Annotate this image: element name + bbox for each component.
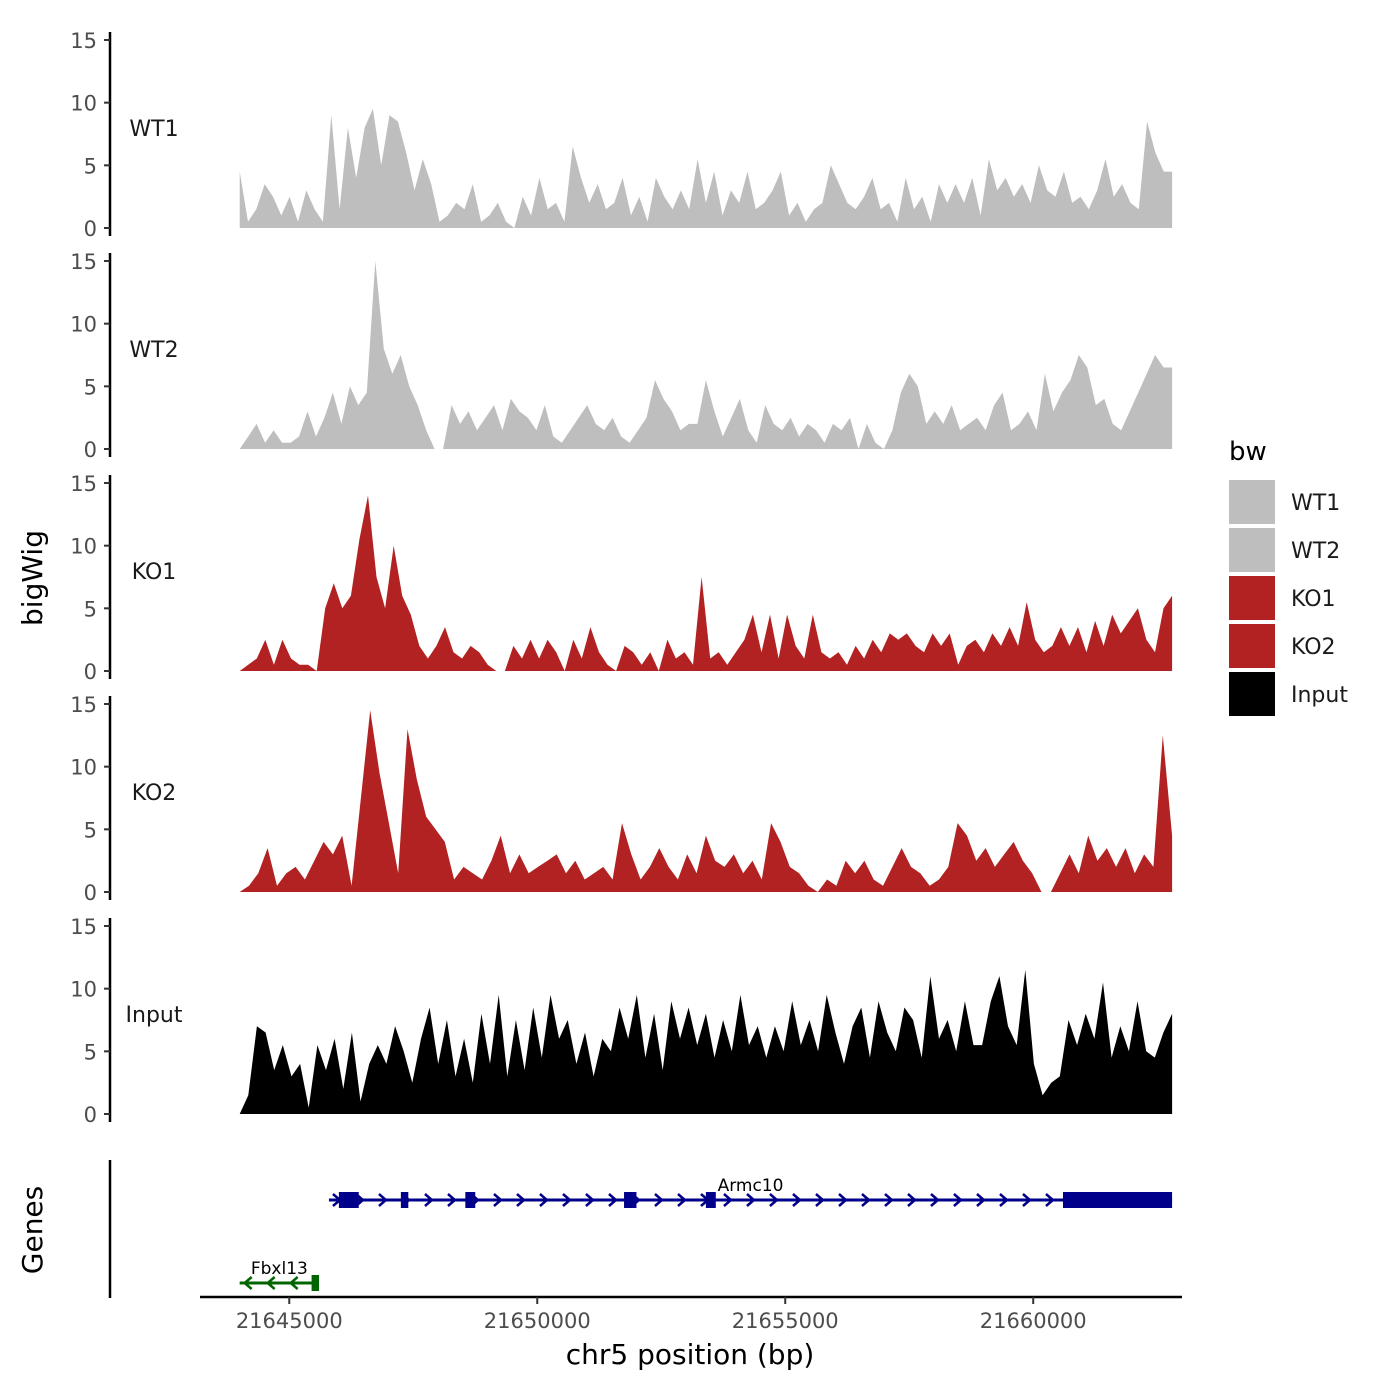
strand-arrow-icon — [265, 1276, 276, 1290]
exon — [624, 1192, 637, 1208]
y-tick-label: 10 — [70, 313, 97, 337]
track-label: WT1 — [129, 117, 178, 142]
track-label: WT2 — [129, 338, 178, 363]
legend-title: bw — [1229, 437, 1267, 467]
y-tick-label: 10 — [70, 92, 97, 116]
strand-arrow-icon — [838, 1193, 848, 1207]
strand-arrow-icon — [424, 1193, 434, 1207]
legend-swatch — [1229, 528, 1275, 572]
legend-label: Input — [1291, 683, 1348, 708]
x-axis-title: chr5 position (bp) — [566, 1338, 815, 1371]
strand-arrow-icon — [1022, 1193, 1032, 1207]
exon — [1062, 1192, 1173, 1208]
x-tick-label: 21655000 — [732, 1309, 839, 1333]
gene-fbxl13: Fbxl13 — [239, 1259, 320, 1291]
y-tick-label: 15 — [70, 250, 97, 274]
track-label: KO2 — [132, 781, 177, 806]
track-label: KO1 — [132, 560, 177, 585]
strand-arrow-icon — [516, 1193, 526, 1207]
exon — [465, 1192, 476, 1208]
strand-arrow-icon — [792, 1193, 802, 1207]
strand-arrow-icon — [493, 1193, 503, 1207]
strand-arrow-icon — [1045, 1193, 1055, 1207]
y-tick-label: 10 — [70, 756, 97, 780]
strand-arrow-icon — [861, 1193, 871, 1207]
legend-swatch — [1229, 672, 1275, 716]
strand-arrow-icon — [654, 1193, 664, 1207]
x-tick-label: 21660000 — [980, 1309, 1087, 1333]
y-tick-label: 5 — [84, 1040, 97, 1064]
exon — [705, 1192, 716, 1208]
legend-swatch — [1229, 576, 1275, 620]
y-tick-label: 0 — [84, 438, 97, 462]
legend-swatch — [1229, 480, 1275, 524]
strand-arrow-icon — [930, 1193, 940, 1207]
strand-arrow-icon — [976, 1193, 986, 1207]
y-tick-label: 0 — [84, 881, 97, 905]
y-tick-label: 5 — [84, 818, 97, 842]
y-tick-label: 5 — [84, 375, 97, 399]
strand-arrow-icon — [608, 1193, 618, 1207]
y-tick-label: 15 — [70, 29, 97, 53]
strand-arrow-icon — [884, 1193, 894, 1207]
strand-arrow-icon — [907, 1193, 917, 1207]
strand-arrow-icon — [769, 1193, 779, 1207]
track-label: Input — [126, 1003, 183, 1028]
track-wt1: 0 5 10 15 WT1 — [70, 29, 1173, 241]
y-tick-label: 0 — [84, 217, 97, 241]
exon — [311, 1275, 320, 1291]
y-tick-label: 15 — [70, 472, 97, 496]
strand-arrow-icon — [539, 1193, 549, 1207]
gene-label: Fbxl13 — [251, 1259, 308, 1279]
legend-label: KO2 — [1291, 635, 1336, 660]
area-wt2 — [239, 261, 1173, 449]
y-tick-label: 5 — [84, 597, 97, 621]
area-ko1 — [239, 495, 1173, 671]
area-wt1 — [239, 108, 1173, 228]
strand-arrow-icon — [815, 1193, 825, 1207]
legend-label: WT2 — [1291, 539, 1340, 564]
strand-arrow-icon — [562, 1193, 572, 1207]
area-input — [239, 969, 1173, 1114]
track-input: 0 5 10 15 Input — [70, 915, 1173, 1127]
strand-arrow-icon — [378, 1193, 388, 1207]
y-tick-label: 0 — [84, 1103, 97, 1127]
y-tick-label: 0 — [84, 660, 97, 684]
strand-arrow-icon — [953, 1193, 963, 1207]
strand-arrow-icon — [288, 1276, 299, 1290]
genes-axis-title: Genes — [16, 1186, 49, 1274]
strand-arrow-icon — [999, 1193, 1009, 1207]
track-ko1: 0 5 10 15 KO1 — [70, 472, 1173, 684]
gene-armc10: Armc10 — [328, 1176, 1173, 1208]
y-axis-title: bigWig — [16, 530, 49, 626]
strand-arrow-icon — [585, 1193, 595, 1207]
track-ko2: 0 5 10 15 KO2 — [70, 693, 1173, 905]
y-tick-label: 15 — [70, 915, 97, 939]
legend-label: KO1 — [1291, 587, 1336, 612]
strand-arrow-icon — [723, 1193, 733, 1207]
area-ko2 — [239, 710, 1173, 892]
strand-arrow-icon — [677, 1193, 687, 1207]
y-tick-label: 5 — [84, 154, 97, 178]
exon — [338, 1192, 359, 1208]
legend-label: WT1 — [1291, 491, 1340, 516]
y-tick-label: 15 — [70, 693, 97, 717]
x-tick-label: 21645000 — [236, 1309, 343, 1333]
x-tick-label: 21650000 — [484, 1309, 591, 1333]
exon — [400, 1192, 409, 1208]
y-tick-label: 10 — [70, 535, 97, 559]
legend-swatch — [1229, 624, 1275, 668]
gene-label: Armc10 — [718, 1176, 784, 1196]
track-wt2: 0 5 10 15 WT2 — [70, 250, 1173, 462]
strand-arrow-icon — [746, 1193, 756, 1207]
strand-arrow-icon — [447, 1193, 457, 1207]
y-tick-label: 10 — [70, 978, 97, 1002]
strand-arrow-icon — [242, 1276, 253, 1290]
